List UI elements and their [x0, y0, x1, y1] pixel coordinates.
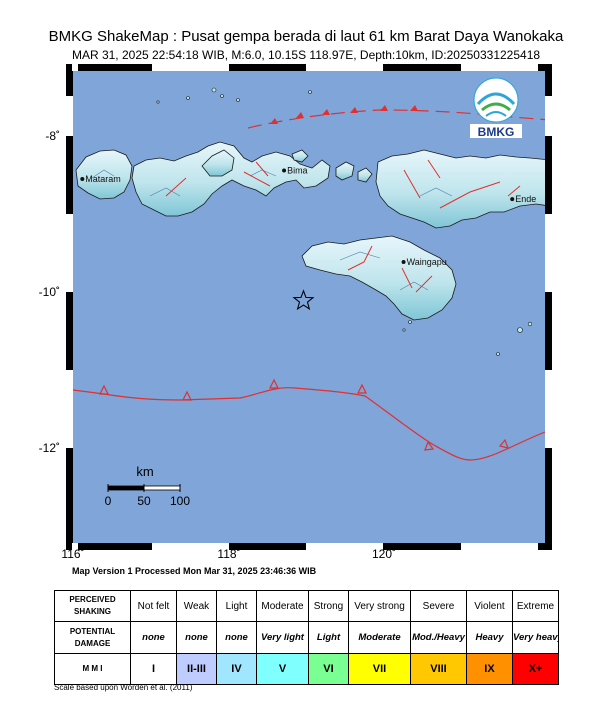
shaking-cell: Very strong: [348, 590, 411, 622]
scale-label-100: 100: [170, 494, 190, 508]
map-title: BMKG ShakeMap : Pusat gempa berada di la…: [48, 28, 564, 45]
sumba-island: [301, 235, 457, 321]
city-label-bima: Bima: [287, 165, 308, 175]
faults: [165, 159, 521, 293]
shaking-cell: Extreme: [512, 590, 559, 622]
rinca-island: [357, 167, 373, 183]
city-label-ende: Ende: [515, 194, 536, 204]
footnote: Scale based upon Worden et al. (2011): [54, 683, 193, 692]
shakemap: Mataram Bima Waingapu Ende BMKG km 0 50: [39, 64, 552, 561]
lon-label-118: 118˚: [217, 547, 240, 561]
epicenter-star-icon: [292, 289, 315, 311]
komodo-island: [335, 161, 355, 181]
flores-island: [375, 149, 545, 229]
shaking-cell: Strong: [308, 590, 349, 622]
intensity-legend: PERCEIVED SHAKING Not felt Weak Light Mod…: [54, 590, 559, 685]
legend-header-damage: POTENTIAL DAMAGE: [54, 621, 131, 654]
scale-label-50: 50: [137, 494, 151, 508]
shaking-cell: Weak: [176, 590, 217, 622]
lombok-island: [75, 149, 133, 200]
city-label-waingapu: Waingapu: [407, 257, 447, 267]
damage-cell: none: [216, 621, 257, 654]
lon-label-120: 120˚: [372, 547, 396, 561]
mmi-cell: IV: [216, 653, 257, 685]
mmi-cell: I: [130, 653, 177, 685]
damage-cell: Heavy: [466, 621, 513, 654]
damage-cell: Light: [308, 621, 349, 654]
bmkg-logo: BMKG: [470, 77, 522, 139]
mmi-cell: II-III: [176, 653, 217, 685]
mmi-cell: X+: [512, 653, 559, 685]
legend-row-shaking: PERCEIVED SHAKING Not felt Weak Light Mod…: [54, 590, 559, 622]
legend-header-shaking: PERCEIVED SHAKING: [54, 590, 131, 622]
scale-unit: km: [136, 464, 153, 479]
legend-row-mmi: M M I I II-III IV V VI VII VIII IX X+: [54, 653, 559, 685]
processing-caption: Map Version 1 Processed Mon Mar 31, 2025…: [72, 566, 317, 576]
lat-label-8: -8˚: [45, 129, 60, 143]
terrain-shading: [91, 169, 453, 291]
damage-cell: Very light: [256, 621, 309, 654]
city-label-mataram: Mataram: [85, 174, 121, 184]
mmi-cell: IX: [466, 653, 513, 685]
legend-header-mmi: M M I: [54, 653, 131, 685]
shaking-cell: Moderate: [256, 590, 309, 622]
axis-labels: -8˚ -10˚ -12˚ 116˚ 118˚ 120˚: [39, 129, 396, 561]
lat-label-12: -12˚: [39, 441, 60, 455]
sunda-trench: [73, 387, 545, 461]
mmi-cell: VII: [348, 653, 411, 685]
flores-thrust-teeth: [270, 105, 418, 124]
lat-label-10: -10˚: [39, 285, 60, 299]
sumbawa-island: [131, 141, 331, 217]
mmi-cell: VI: [308, 653, 349, 685]
shaking-cell: Violent: [466, 590, 513, 622]
damage-cell: none: [176, 621, 217, 654]
flores-thrust: [247, 109, 545, 129]
city-marker-bima: [282, 168, 287, 173]
city-markers: [80, 168, 515, 265]
city-marker-waingapu: [401, 260, 406, 265]
scale-label-0: 0: [105, 494, 112, 508]
scale-bar: km 0 50 100: [105, 464, 191, 508]
sumbawa-peninsula: [201, 149, 235, 177]
frame-ticks: [66, 64, 552, 550]
damage-cell: Very heavy: [512, 621, 559, 654]
sangeang-island: [291, 149, 309, 163]
city-labels: Mataram Bima Waingapu Ende: [85, 165, 536, 267]
mmi-cell: VIII: [410, 653, 467, 685]
city-marker-mataram: [80, 177, 85, 182]
legend-row-damage: POTENTIAL DAMAGE none none none Very ligh…: [54, 621, 559, 654]
event-subtitle: MAR 31, 2025 22:54:18 WIB, M:6.0, 10.15S…: [71, 48, 541, 62]
small-islets: [156, 87, 533, 356]
trench-teeth: [99, 378, 509, 451]
damage-cell: Moderate: [348, 621, 411, 654]
city-marker-ende: [510, 197, 515, 202]
landmasses: [75, 141, 545, 321]
damage-cell: Mod./Heavy: [410, 621, 467, 654]
mmi-cell: V: [256, 653, 309, 685]
logo-text: BMKG: [478, 125, 515, 139]
shaking-cell: Not felt: [130, 590, 177, 622]
shaking-cell: Light: [216, 590, 257, 622]
damage-cell: none: [130, 621, 177, 654]
lon-label-116: 116˚: [61, 547, 84, 561]
shaking-cell: Severe: [410, 590, 467, 622]
